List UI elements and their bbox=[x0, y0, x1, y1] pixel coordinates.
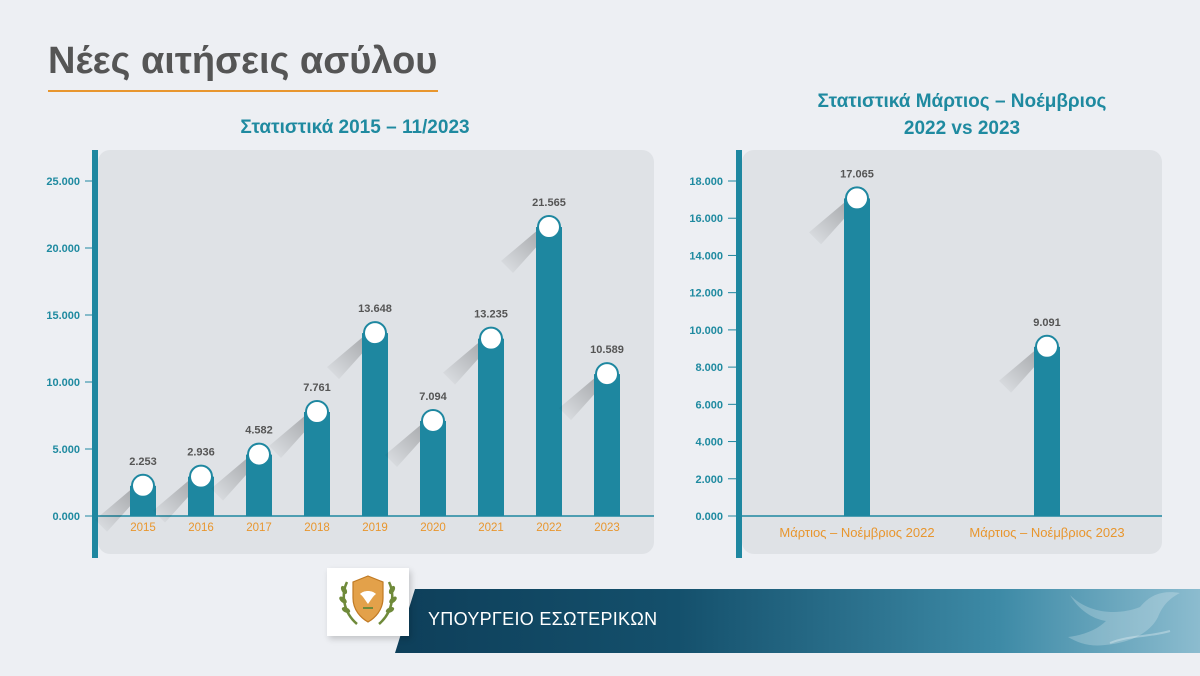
chart-1-title: Στατιστικά 2015 – 11/2023 bbox=[240, 117, 470, 138]
chart-2-title: Στατιστικά Μάρτιος – Νοέμβριος 2022 vs 2… bbox=[732, 88, 1192, 142]
chart-1-bar bbox=[594, 374, 620, 516]
chart-2-bar-marker bbox=[845, 186, 869, 211]
chart-1-value-label: 10.589 bbox=[590, 344, 624, 356]
chart-2-axis-bar bbox=[736, 150, 742, 558]
chart-1-category-label: 2021 bbox=[478, 522, 504, 534]
chart-1-bar-marker bbox=[189, 464, 213, 489]
chart-1-category-label: 2016 bbox=[188, 522, 214, 534]
chart-1-value-label: 7.094 bbox=[419, 391, 447, 403]
chart-2-category-label: Μάρτιος – Νοέμβριος 2023 bbox=[969, 525, 1124, 540]
chart-2-y-tick: 10.000 bbox=[689, 325, 723, 337]
chart-1-category-label: 2018 bbox=[304, 522, 330, 534]
title-underline bbox=[48, 90, 438, 92]
chart-1-bar-marker bbox=[305, 400, 329, 425]
chart-1-value-label: 2.253 bbox=[129, 456, 157, 468]
chart-1-category-label: 2019 bbox=[362, 522, 388, 534]
chart-2: 0.000 2.000 4.000 6.000 8.000 10.000 12.000 14.… bbox=[689, 150, 1162, 558]
chart-1-value-label: 4.582 bbox=[245, 425, 273, 437]
chart-1-bar-marker bbox=[247, 442, 271, 467]
chart-1-bar-marker bbox=[421, 408, 445, 433]
chart-1-bar-marker bbox=[479, 326, 503, 351]
chart-2-category-label: Μάρτιος – Νοέμβριος 2022 bbox=[779, 525, 934, 540]
chart-1-category-label: 2020 bbox=[420, 522, 446, 534]
chart-1-bar bbox=[420, 420, 446, 516]
chart-2-y-tick: 6.000 bbox=[695, 399, 723, 411]
chart-2-y-tick: 14.000 bbox=[689, 250, 723, 262]
chart-1-value-label: 13.648 bbox=[358, 303, 392, 315]
chart-1-bar bbox=[304, 412, 330, 516]
chart-1-bar-marker bbox=[131, 473, 155, 498]
ministry-name: ΥΠΟΥΡΓΕΙΟ ΕΣΩΤΕΡΙΚΩΝ bbox=[428, 609, 658, 629]
chart-1-bar bbox=[478, 338, 504, 516]
chart-2-y-tick: 18.000 bbox=[689, 176, 723, 188]
chart-1-bar-marker bbox=[537, 215, 561, 240]
chart-1-value-label: 2.936 bbox=[187, 447, 215, 459]
coat-of-arms-icon bbox=[339, 575, 397, 625]
chart-2-y-tick: 0.000 bbox=[695, 511, 723, 523]
chart-1-axis-bar bbox=[92, 150, 98, 558]
dove-icon bbox=[1068, 592, 1180, 646]
chart-2-value-label: 9.091 bbox=[1033, 317, 1061, 329]
chart-1-value-label: 13.235 bbox=[474, 309, 508, 321]
chart-1-bar-marker bbox=[363, 321, 387, 346]
chart-2-y-tick: 4.000 bbox=[695, 437, 723, 449]
chart-2-bar bbox=[1034, 346, 1060, 516]
chart-1-category-label: 2017 bbox=[246, 522, 272, 534]
chart-1-category-label: 2015 bbox=[130, 522, 156, 534]
chart-1-value-label: 21.565 bbox=[532, 197, 566, 209]
coat-of-arms-emblem bbox=[327, 568, 409, 636]
chart-2-title-line1: Στατιστικά Μάρτιος – Νοέμβριος bbox=[817, 91, 1107, 112]
chart-1-y-tick: 15.000 bbox=[46, 310, 80, 322]
chart-1-y-tick: 5.000 bbox=[52, 444, 80, 456]
chart-1-bar-marker bbox=[595, 362, 619, 387]
chart-2-bar-marker bbox=[1035, 334, 1059, 359]
chart-1-bar bbox=[536, 227, 562, 517]
chart-2-y-tick: 8.000 bbox=[695, 362, 723, 374]
chart-1-category-label: 2023 bbox=[594, 522, 620, 534]
chart-2-title-line2: 2022 vs 2023 bbox=[903, 118, 1021, 139]
chart-2-value-label: 17.065 bbox=[840, 168, 874, 180]
page-title: Νέες αιτήσεις ασύλου bbox=[48, 40, 438, 82]
chart-1-category-label: 2022 bbox=[536, 522, 562, 534]
chart-1: 0.000 5.000 10.000 15.000 20.000 25.000 2.253 2… bbox=[46, 150, 654, 558]
footer-band bbox=[395, 589, 1200, 653]
chart-2-y-tick: 2.000 bbox=[695, 474, 723, 486]
chart-2-panel bbox=[742, 150, 1162, 554]
chart-1-bar bbox=[362, 333, 388, 516]
chart-1-y-tick: 10.000 bbox=[46, 377, 80, 389]
chart-2-y-tick: 12.000 bbox=[689, 288, 723, 300]
chart-2-bar bbox=[844, 198, 870, 517]
chart-1-y-tick: 0.000 bbox=[52, 511, 80, 523]
chart-2-y-tick: 16.000 bbox=[689, 213, 723, 225]
chart-1-y-tick: 20.000 bbox=[46, 243, 80, 255]
chart-1-y-tick: 25.000 bbox=[46, 176, 80, 188]
chart-1-value-label: 7.761 bbox=[303, 382, 331, 394]
